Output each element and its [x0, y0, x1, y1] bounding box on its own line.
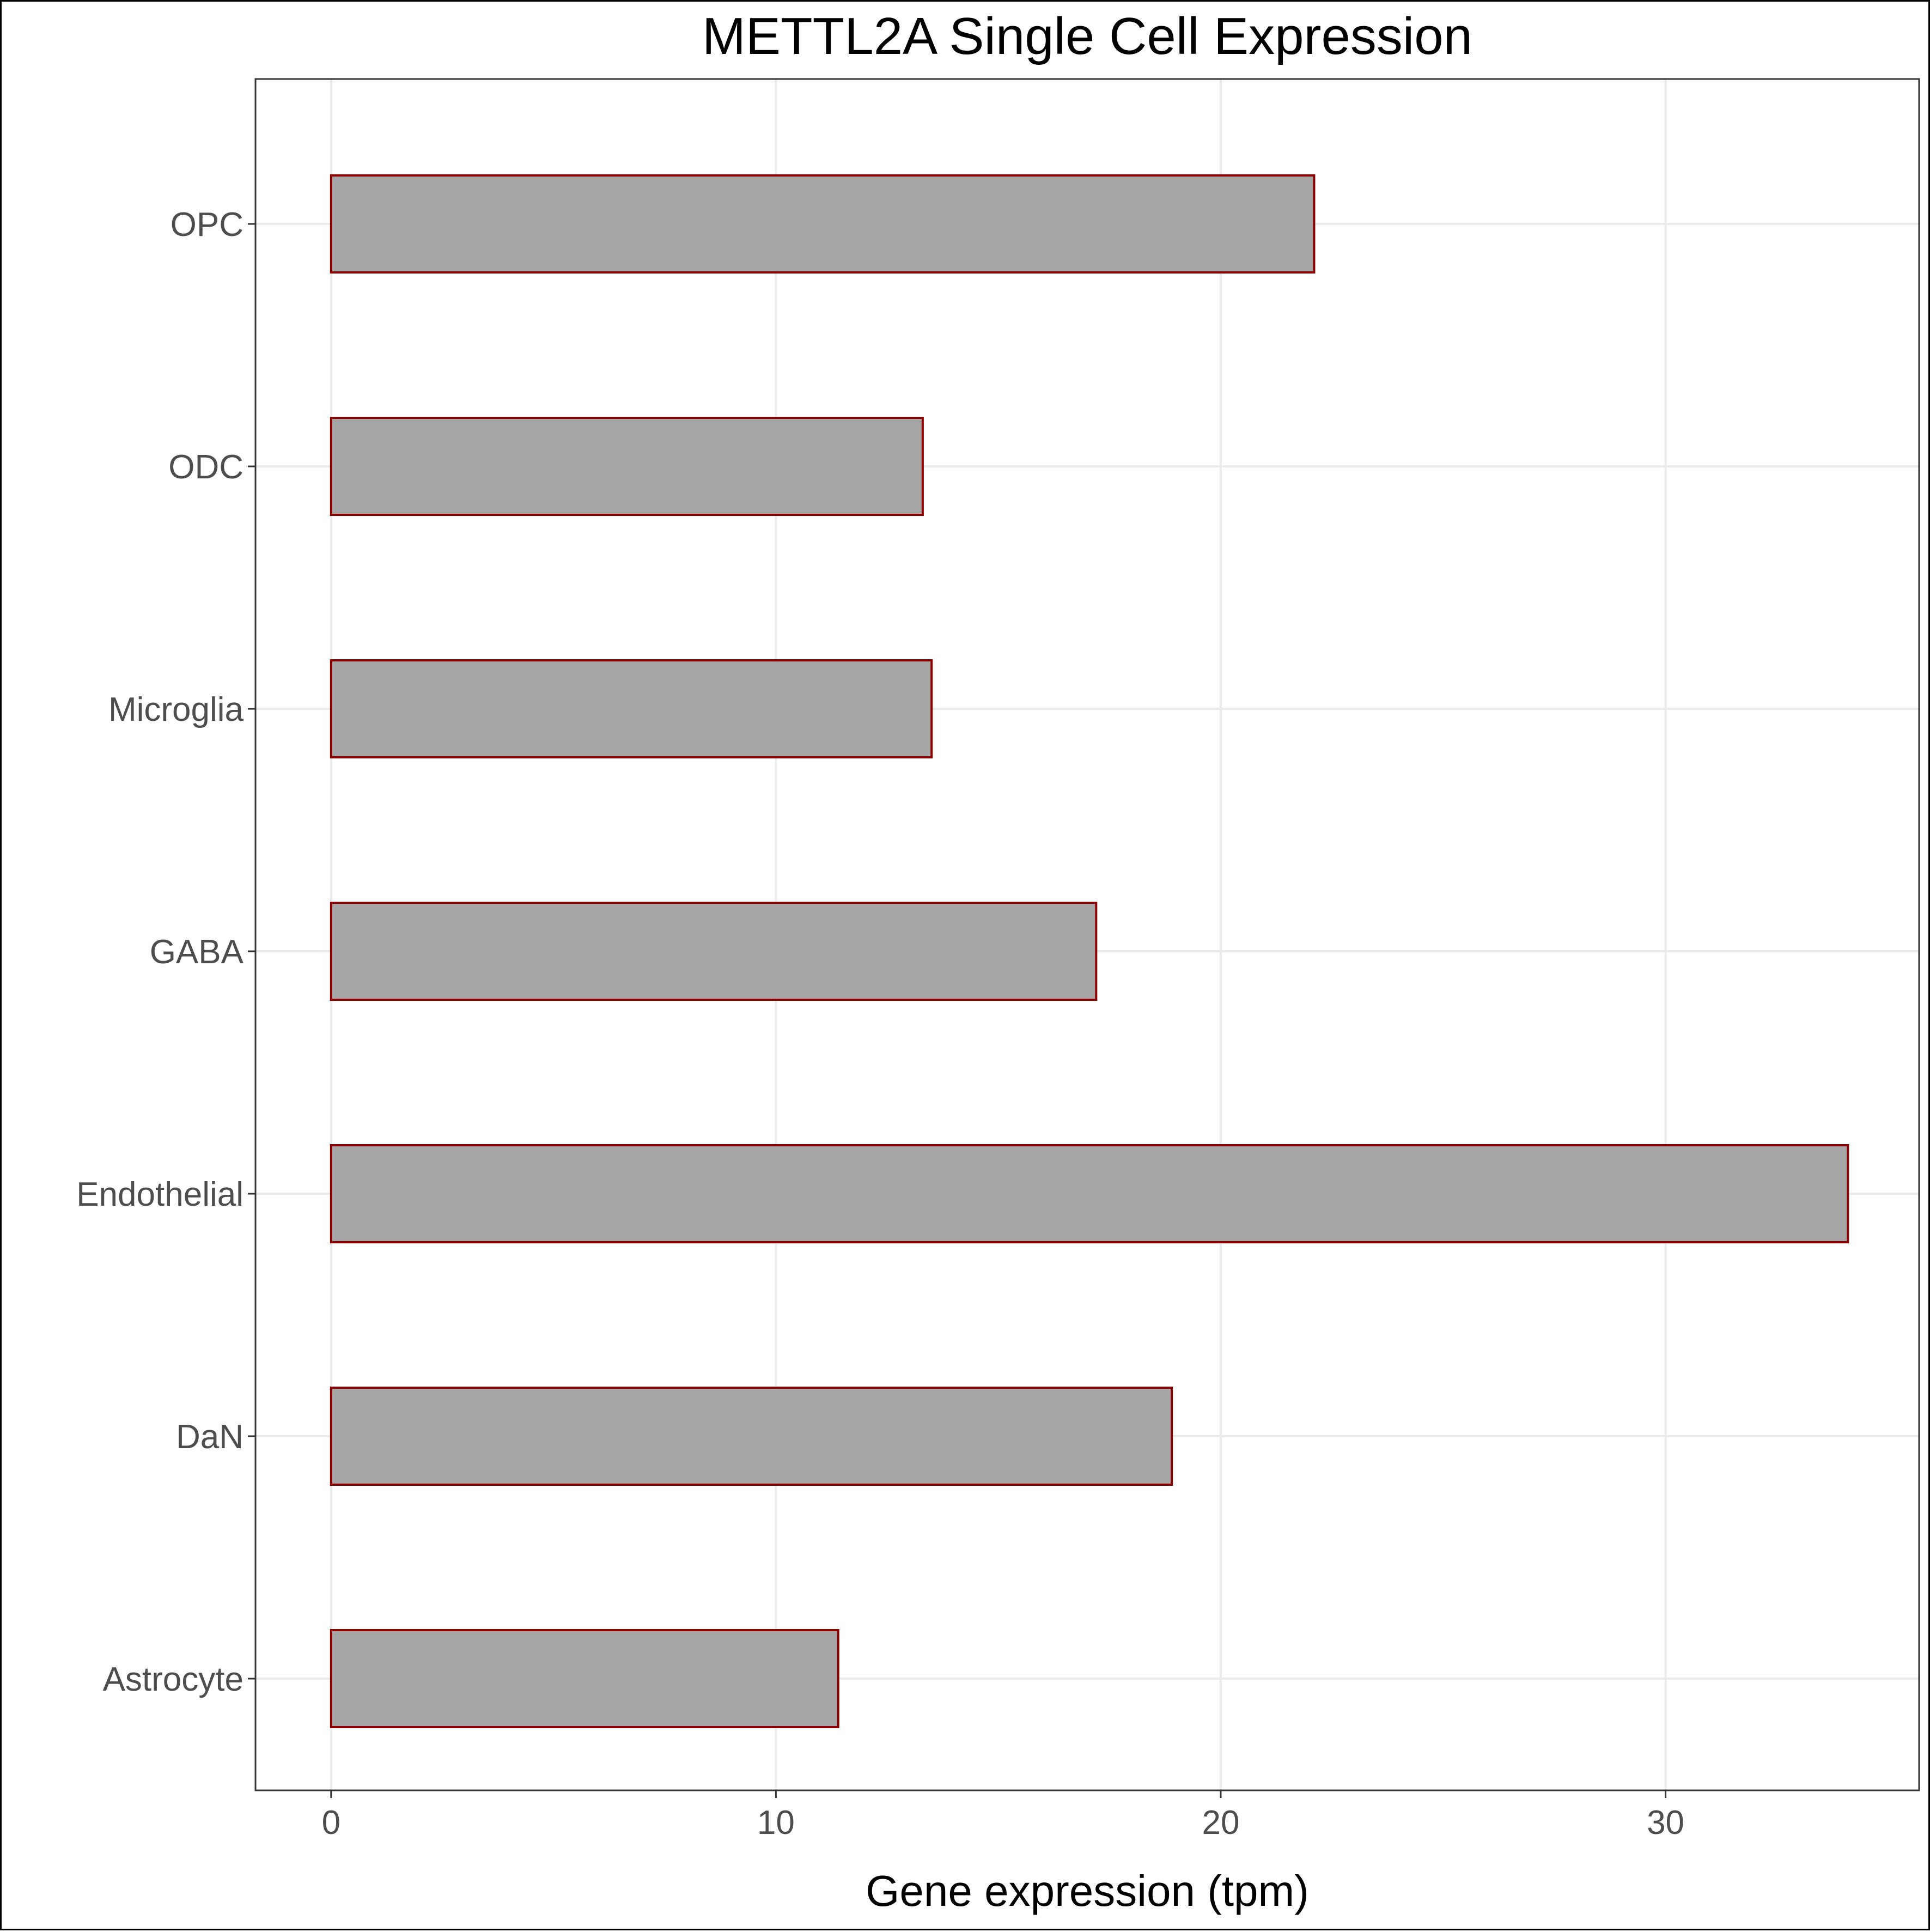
y-tick-label: Endothelial — [76, 1176, 243, 1213]
bar-dan — [330, 1387, 1173, 1486]
bar-gaba — [330, 902, 1098, 1001]
x-tick-label: 20 — [1202, 1804, 1239, 1842]
x-axis-title: Gene expression (tpm) — [866, 1867, 1309, 1915]
x-tick-label: 0 — [322, 1804, 340, 1842]
y-tick-label: OPC — [171, 206, 243, 244]
y-tick-label: GABA — [150, 933, 244, 971]
bar-microglia — [330, 659, 933, 758]
plot-panel-border — [254, 78, 1920, 1791]
bar-endothelial — [330, 1144, 1849, 1243]
chart-title: METTL2A Single Cell Expression — [702, 7, 1472, 65]
y-tick-label: Astrocyte — [103, 1661, 243, 1698]
x-tick-label: 10 — [757, 1804, 795, 1842]
y-tick-label: Microglia — [108, 691, 244, 728]
bar-odc — [330, 417, 924, 516]
y-tick-label: ODC — [168, 448, 243, 486]
x-tick-label: 30 — [1647, 1804, 1684, 1842]
bar-astrocyte — [330, 1629, 839, 1728]
bar-opc — [330, 174, 1316, 274]
y-tick-label: DaN — [176, 1418, 243, 1456]
